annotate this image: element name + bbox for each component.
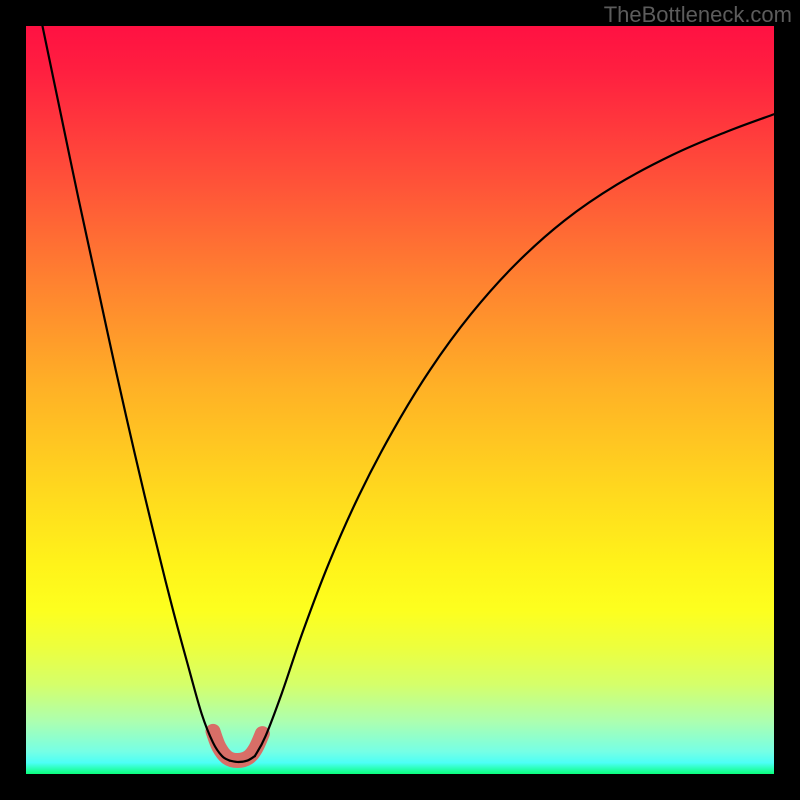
plot-area [26, 26, 774, 774]
attribution-text: TheBottleneck.com [604, 2, 792, 28]
curve-right-branch [255, 114, 774, 756]
curve-left-branch [42, 26, 229, 761]
chart-frame: TheBottleneck.com [0, 0, 800, 800]
chart-svg [26, 26, 774, 774]
